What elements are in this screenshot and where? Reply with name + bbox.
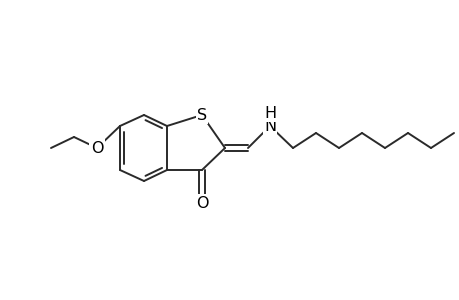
Text: O: O <box>90 140 103 155</box>
Text: S: S <box>196 107 207 122</box>
Text: N: N <box>263 118 275 134</box>
Text: H: H <box>263 106 275 121</box>
Text: O: O <box>196 196 208 211</box>
